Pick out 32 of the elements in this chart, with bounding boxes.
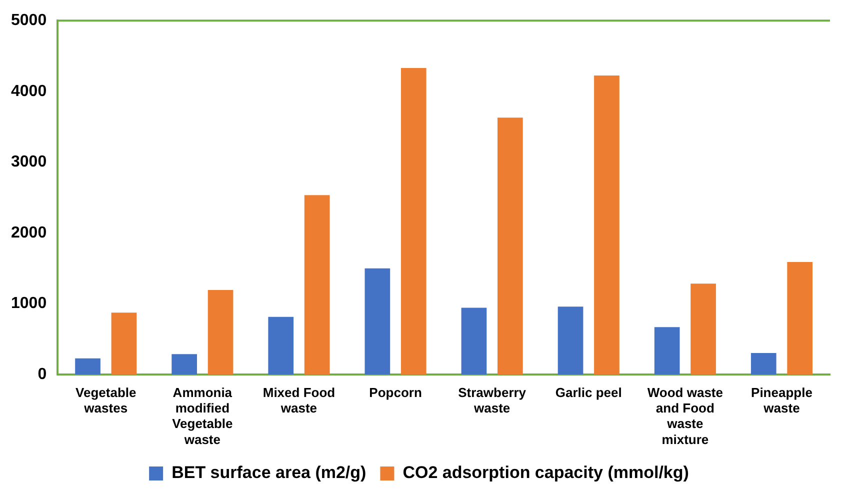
bar — [750, 353, 776, 375]
bar — [268, 316, 294, 375]
bar — [787, 262, 812, 375]
bar — [304, 195, 330, 375]
x-tick-label: Pineapple waste — [751, 384, 812, 416]
legend-label: CO2 adsorption capacity (mmol/kg) — [402, 463, 689, 482]
x-tick-label: Strawberry waste — [458, 384, 527, 416]
bar — [111, 312, 137, 375]
bar — [690, 284, 716, 375]
x-tick-label: Mixed Food waste — [262, 384, 336, 416]
bar — [172, 354, 197, 375]
bar — [364, 268, 390, 375]
bar — [461, 308, 487, 375]
x-tick-label: Vegetable wastes — [76, 384, 136, 416]
bar — [594, 75, 620, 375]
bar — [75, 358, 100, 375]
y-tick-label: 3000 — [11, 154, 47, 171]
bar — [558, 306, 584, 375]
y-tick-label: 5000 — [11, 12, 47, 30]
bar — [400, 68, 426, 375]
x-tick-label: Garlic peel — [555, 384, 622, 400]
x-tick-label: Ammonia modified Vegetable waste — [172, 384, 233, 447]
legend-label: BET surface area (m2/g) — [172, 463, 366, 482]
y-tick-label: 2000 — [11, 224, 47, 242]
bar — [498, 118, 523, 375]
x-tick-label: Wood waste and Food waste mixture — [647, 384, 723, 447]
y-tick-label: 4000 — [11, 82, 47, 100]
y-tick-label: 0 — [38, 366, 47, 384]
x-tick-label: Popcorn — [369, 384, 422, 400]
bar — [654, 327, 680, 375]
y-tick-label: 1000 — [11, 295, 47, 312]
bar — [208, 290, 234, 375]
